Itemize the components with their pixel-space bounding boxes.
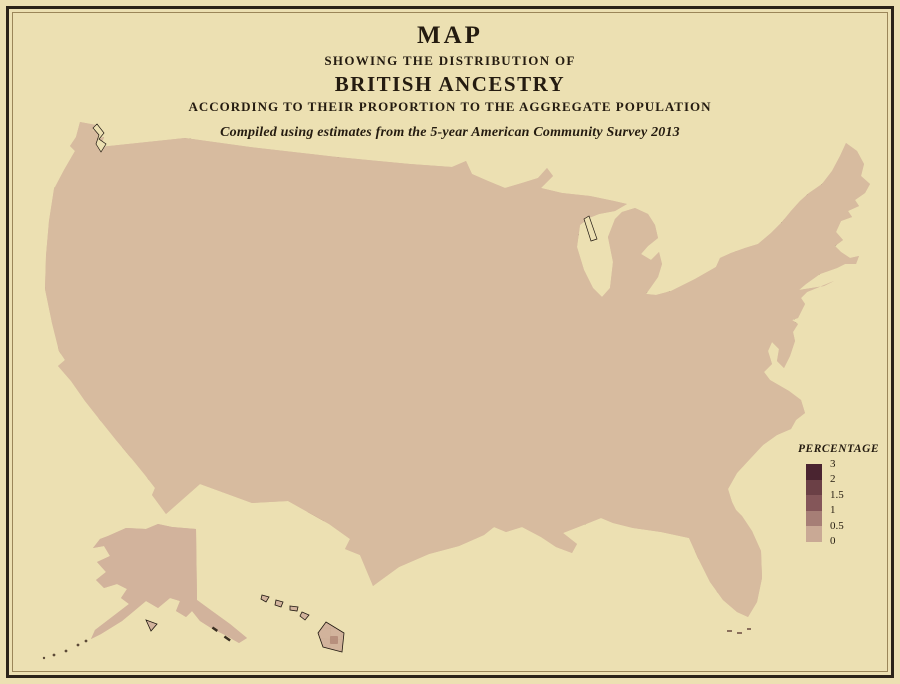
legend-boundary-label: 2 [830,473,836,485]
puget-sound [92,123,107,153]
legend-boundary-label: 0 [830,535,836,547]
legend-boundary-label: 1 [830,504,836,516]
florida-keys [727,628,751,634]
aleutian-islands [42,639,88,660]
legend-swatch [806,479,822,495]
water-inlets [92,123,598,242]
legend-scale: 3 2 1.5 1 0.5 0 [798,458,890,548]
map-title: MAP [417,22,483,49]
legend-swatch [806,495,822,511]
legend-boundary-label: 3 [830,457,836,470]
alaska-southeast-islands [145,619,231,642]
legend-swatch [806,510,822,526]
green-bay [583,215,598,242]
legend-swatch [806,526,822,542]
alaska-outline [90,523,248,644]
legend-swatch [806,464,822,480]
legend-title: PERCENTAGE [798,443,880,455]
map-subject: BRITISH ANCESTRY [334,71,566,96]
legend-boundary-label: 0.5 [830,519,844,532]
title-block: MAP SHOWING THE DISTRIBUTION OF BRITISH … [0,20,900,142]
map-subtitle-2: ACCORDING TO THEIR PROPORTION TO THE AGG… [188,98,712,114]
map-source-note: Compiled using estimates from the 5-year… [220,125,680,140]
map-subtitle-1: SHOWING THE DISTRIBUTION OF [324,53,576,69]
legend-boundary-label: 1.5 [830,488,844,501]
legend: PERCENTAGE 3 2 1.5 1 0.5 0 [798,443,890,548]
